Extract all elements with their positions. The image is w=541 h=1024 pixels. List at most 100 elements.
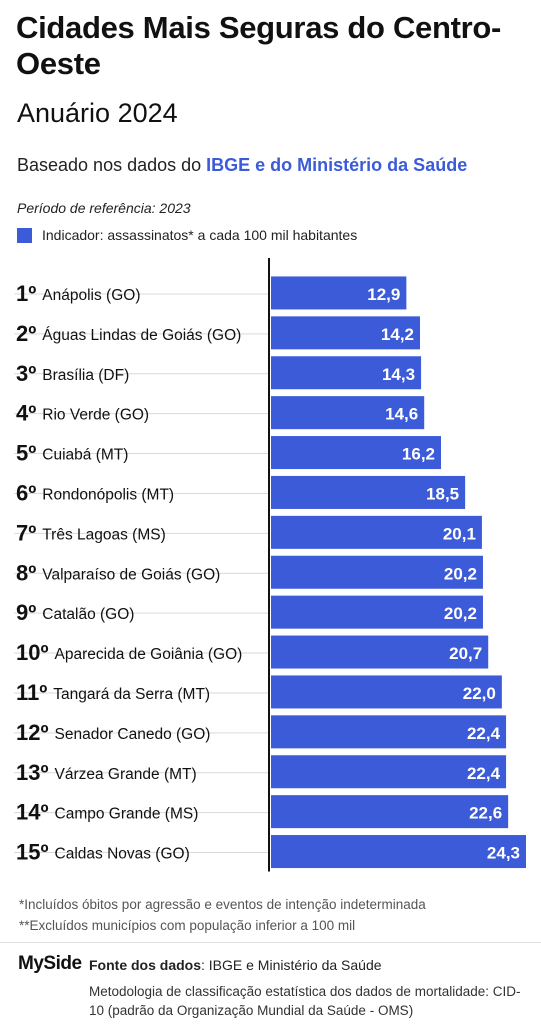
myside-logo: MySide xyxy=(18,953,82,974)
bar xyxy=(271,755,507,789)
category-label: 14º Campo Grande (MS) xyxy=(16,800,198,825)
value-label: 20,2 xyxy=(444,564,477,583)
bar xyxy=(271,276,407,310)
bar-row: 8º Valparaíso de Goiás (GO) 20,2 xyxy=(14,555,483,589)
bar-row: 4º Rio Verde (GO) 14,6 xyxy=(14,396,425,430)
category-label: 11º Tangará da Serra (MT) xyxy=(16,680,210,705)
bar-row: 2º Águas Lindas de Goiás (GO) 14,2 xyxy=(14,316,421,350)
bar-row: 15º Caldas Novas (GO) 24,3 xyxy=(14,835,526,869)
bar xyxy=(271,475,466,509)
category-label: 7º Três Lagoas (MS) xyxy=(16,520,166,545)
category-label: 6º Rondonópolis (MT) xyxy=(16,480,174,505)
value-label: 22,4 xyxy=(467,724,501,743)
city-name: Catalão (GO) xyxy=(42,606,134,623)
bar xyxy=(271,436,441,470)
bar-row: 10º Aparecida de Goiânia (GO) 20,7 xyxy=(14,635,489,669)
data-basis-prefix: Baseado nos dados do xyxy=(17,155,207,175)
footnotes: *Incluídos óbitos por agressão e eventos… xyxy=(19,894,426,936)
rank-label: 5º xyxy=(16,441,36,466)
legend: Indicador: assassinatos* a cada 100 mil … xyxy=(17,227,357,243)
rank-label: 2º xyxy=(16,321,36,346)
bar-row: 13º Várzea Grande (MT) 22,4 xyxy=(14,755,507,789)
value-label: 14,6 xyxy=(385,405,418,424)
category-label: 9º Catalão (GO) xyxy=(16,600,134,625)
bar xyxy=(271,715,507,749)
bar xyxy=(271,515,482,549)
footer-divider xyxy=(0,942,541,943)
value-label: 24,3 xyxy=(487,844,520,863)
category-label: 13º Várzea Grande (MT) xyxy=(16,760,197,785)
data-source-label: Fonte dos dados xyxy=(89,957,201,973)
bar-row: 6º Rondonópolis (MT) 18,5 xyxy=(14,475,466,509)
footnote-1: *Incluídos óbitos por agressão e eventos… xyxy=(19,897,426,912)
legend-swatch xyxy=(17,227,32,243)
city-name: Brasília (DF) xyxy=(42,367,129,384)
bar xyxy=(271,795,509,829)
rank-label: 15º xyxy=(16,840,49,865)
bar-row: 5º Cuiabá (MT) 16,2 xyxy=(14,436,441,470)
city-name: Rondonópolis (MT) xyxy=(42,486,174,503)
rank-label: 10º xyxy=(16,640,49,665)
value-label: 16,2 xyxy=(402,445,435,464)
city-name: Cuiabá (MT) xyxy=(42,447,128,464)
bar xyxy=(271,635,489,669)
bar xyxy=(271,555,483,589)
bar-row: 9º Catalão (GO) 20,2 xyxy=(14,595,483,629)
city-name: Campo Grande (MS) xyxy=(55,806,199,823)
category-label: 10º Aparecida de Goiânia (GO) xyxy=(16,640,242,665)
bar-row: 11º Tangará da Serra (MT) 22,0 xyxy=(14,675,502,709)
value-label: 14,2 xyxy=(381,325,414,344)
rank-label: 8º xyxy=(16,560,36,585)
city-name: Senador Canedo (GO) xyxy=(55,726,211,743)
data-source-text: : IBGE e Ministério da Saúde xyxy=(201,957,382,973)
city-name: Anápolis (GO) xyxy=(42,287,140,304)
category-label: 3º Brasília (DF) xyxy=(16,361,129,386)
category-label: 1º Anápolis (GO) xyxy=(16,281,140,306)
city-name: Caldas Novas (GO) xyxy=(55,846,190,863)
city-name: Rio Verde (GO) xyxy=(42,407,149,424)
rank-label: 11º xyxy=(16,680,47,705)
city-name: Valparaíso de Goiás (GO) xyxy=(42,566,220,583)
rank-label: 9º xyxy=(16,600,36,625)
legend-label: Indicador: assassinatos* a cada 100 mil … xyxy=(42,227,358,243)
bar-row: 12º Senador Canedo (GO) 22,4 xyxy=(14,715,507,749)
city-name: Várzea Grande (MT) xyxy=(55,766,197,783)
value-label: 22,4 xyxy=(467,764,501,783)
bar xyxy=(271,595,483,629)
category-label: 8º Valparaíso de Goiás (GO) xyxy=(16,560,220,585)
category-label: 15º Caldas Novas (GO) xyxy=(16,840,190,865)
city-name: Tangará da Serra (MT) xyxy=(53,686,210,703)
bar-row: 3º Brasília (DF) 14,3 xyxy=(14,356,422,390)
bar xyxy=(271,396,425,430)
value-label: 22,6 xyxy=(469,804,502,823)
value-label: 14,3 xyxy=(382,365,415,384)
bar xyxy=(271,356,422,390)
reference-period: Período de referência: 2023 xyxy=(17,200,191,216)
rank-label: 3º xyxy=(16,361,36,386)
value-label: 18,5 xyxy=(426,484,459,503)
rank-label: 4º xyxy=(16,401,36,426)
bar-row: 1º Anápolis (GO) 12,9 xyxy=(14,276,407,310)
bar-row: 7º Três Lagoas (MS) 20,1 xyxy=(14,515,482,549)
bar xyxy=(271,675,502,709)
city-name: Três Lagoas (MS) xyxy=(42,526,165,543)
value-label: 12,9 xyxy=(367,285,400,304)
bar-row: 14º Campo Grande (MS) 22,6 xyxy=(14,795,509,829)
rank-label: 1º xyxy=(16,281,36,306)
rank-label: 7º xyxy=(16,520,36,545)
footnote-2: **Excluídos municípios com população inf… xyxy=(19,918,356,933)
category-label: 4º Rio Verde (GO) xyxy=(16,401,149,426)
rank-label: 12º xyxy=(16,720,49,745)
rank-label: 6º xyxy=(16,480,36,505)
category-label: 2º Águas Lindas de Goiás (GO) xyxy=(16,321,241,346)
methodology-note: Metodologia de classificação estatística… xyxy=(89,984,521,1018)
data-source: Fonte dos dados: IBGE e Ministério da Sa… xyxy=(89,957,382,973)
value-label: 20,2 xyxy=(444,604,477,623)
bar xyxy=(271,835,526,869)
category-label: 12º Senador Canedo (GO) xyxy=(16,720,210,745)
category-label: 5º Cuiabá (MT) xyxy=(16,441,128,466)
bar-chart: 1º Anápolis (GO) 12,9 2º Águas Lindas de Goi… xyxy=(14,258,526,872)
bar xyxy=(271,316,421,350)
data-basis-line: Baseado nos dados do IBGE e do Ministéri… xyxy=(17,155,467,176)
city-name: Aparecida de Goiânia (GO) xyxy=(55,646,243,663)
